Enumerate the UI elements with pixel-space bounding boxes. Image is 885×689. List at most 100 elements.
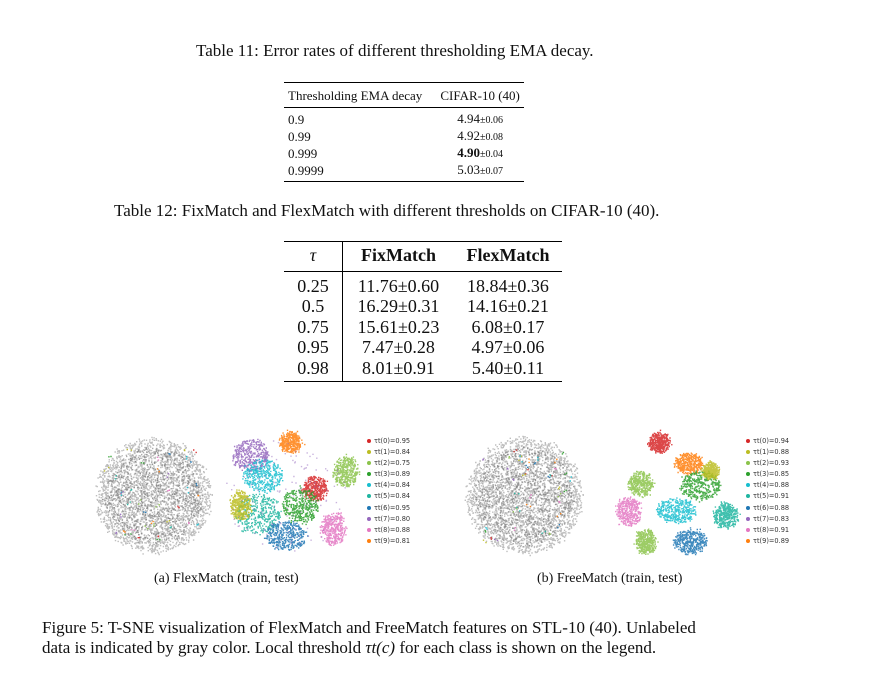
figure-caption-line-1: Figure 5: T-SNE visualization of FlexMat… <box>42 618 696 637</box>
legend-entry: τt(9)=0.89 <box>746 536 789 547</box>
decay-cell: 0.999 <box>288 146 318 161</box>
freematch-test-tsne <box>615 429 741 556</box>
table-12-row: 0.95 7.47±0.28 4.97±0.06 <box>284 337 562 358</box>
legend-marker <box>746 505 750 510</box>
table-12-header-fixmatch: FixMatch <box>342 241 454 272</box>
legend-marker <box>367 538 371 543</box>
table-11-caption: Table 11: Error rates of different thres… <box>196 41 594 60</box>
flexmatch-cell: 5.40±0.11 <box>454 357 562 382</box>
legend-entry: τt(8)=0.91 <box>746 525 789 536</box>
legend-marker <box>746 538 750 543</box>
tau-cell: 0.5 <box>284 296 343 317</box>
legend-label: τt(3)=0.89 <box>374 470 411 479</box>
tau-cell: 0.95 <box>284 337 343 358</box>
table-12: τ FixMatch FlexMatch 0.25 11.76±0.60 18.84… <box>284 241 562 382</box>
tau-cell: 0.25 <box>284 271 343 296</box>
legend-label: τt(0)=0.94 <box>753 437 790 445</box>
legend-label: τt(7)=0.80 <box>374 514 411 523</box>
error-value: 4.90 <box>457 145 480 160</box>
legend-entry: τt(4)=0.88 <box>746 480 789 491</box>
table-12-header-flexmatch: FlexMatch <box>454 241 562 272</box>
legend-entry: τt(5)=0.84 <box>367 491 410 502</box>
legend-label: τt(7)=0.83 <box>753 514 790 523</box>
legend-label: τt(2)=0.75 <box>374 459 411 468</box>
decay-cell: 0.9999 <box>284 162 427 182</box>
legend-marker <box>746 516 750 521</box>
legend-label: τt(0)=0.95 <box>374 437 411 445</box>
error-value: 4.92 <box>457 128 480 143</box>
error-value: 5.03 <box>457 162 480 177</box>
figure-5-caption: Figure 5: T-SNE visualization of FlexMat… <box>42 618 832 658</box>
table-11-row: 0.9999 5.03±0.07 <box>284 162 524 182</box>
figure-caption-line-2: data is indicated by gray color. Local t… <box>42 638 832 658</box>
legend-label: τt(9)=0.81 <box>374 536 411 545</box>
legend-label: τt(3)=0.85 <box>753 470 790 479</box>
legend-marker <box>367 516 371 521</box>
error-std: ±0.06 <box>479 115 503 126</box>
tau-cell: 0.75 <box>284 316 343 337</box>
fixmatch-cell: 11.76±0.60 <box>357 275 440 296</box>
fixmatch-cell: 16.29±0.31 <box>357 296 440 316</box>
tsne-figure <box>95 429 741 557</box>
legend-label: τt(5)=0.91 <box>753 492 790 501</box>
error-cell: 4.94±0.06 <box>426 108 524 129</box>
legend-label: τt(6)=0.88 <box>753 503 790 512</box>
legend-entry: τt(2)=0.75 <box>367 458 410 469</box>
error-value: 4.94 <box>457 111 480 126</box>
table-11-header-decay: Thresholding EMA decay <box>284 82 427 108</box>
decay-cell: 0.99 <box>288 129 311 144</box>
legend-label: τt(4)=0.88 <box>753 481 790 490</box>
legend-entry: τt(8)=0.88 <box>367 525 410 536</box>
legend-label: τt(8)=0.91 <box>753 525 790 534</box>
freematch-train-tsne <box>464 435 584 557</box>
tau-cell: 0.98 <box>284 357 343 382</box>
legend-marker <box>367 472 371 477</box>
legend-marker <box>367 494 371 499</box>
threshold-math: τt(c) <box>365 638 396 657</box>
legend-marker <box>746 439 750 443</box>
flexmatch-legend: τt(0)=0.95 τt(1)=0.84 τt(2)=0.75 τt(3)=0.89… <box>367 436 410 547</box>
legend-label: τt(5)=0.84 <box>374 492 411 501</box>
decay-cell: 0.9 <box>288 112 305 127</box>
figure-caption-text: data is indicated by gray color. Local t… <box>42 638 366 657</box>
error-std: ±0.07 <box>479 166 503 177</box>
error-cell: 5.03±0.07 <box>426 162 524 182</box>
table-12-row: 0.5 16.29±0.31 14.16±0.21 <box>284 296 562 317</box>
flexmatch-cell: 14.16±0.21 <box>467 296 549 316</box>
legend-entry: τt(0)=0.94 <box>746 436 789 447</box>
legend-marker <box>746 472 750 477</box>
table-11: Thresholding EMA decay CIFAR-10 (40) 0.9… <box>284 82 524 182</box>
legend-label: τt(8)=0.88 <box>374 525 411 534</box>
legend-marker <box>746 450 750 455</box>
error-cell: 4.90±0.04 <box>426 145 524 162</box>
table-12-row: 0.98 8.01±0.91 5.40±0.11 <box>284 357 562 382</box>
legend-marker <box>746 494 750 499</box>
legend-entry: τt(1)=0.88 <box>746 447 789 458</box>
legend-marker <box>746 461 750 466</box>
subfigure-a-caption: (a) FlexMatch (train, test) <box>154 571 299 586</box>
legend-entry: τt(3)=0.89 <box>367 469 410 480</box>
legend-marker <box>367 483 371 488</box>
legend-marker <box>367 450 371 455</box>
legend-label: τt(2)=0.93 <box>753 459 790 468</box>
flexmatch-cell: 4.97±0.06 <box>471 337 545 357</box>
legend-entry: τt(2)=0.93 <box>746 458 789 469</box>
legend-entry: τt(6)=0.95 <box>367 503 410 514</box>
legend-label: τt(1)=0.88 <box>753 448 790 457</box>
table-11-row: 0.99 4.92±0.08 <box>284 128 524 145</box>
table-12-header-tau: τ <box>284 241 343 272</box>
table-12-caption: Table 12: FixMatch and FlexMatch with di… <box>114 201 660 220</box>
flexmatch-train-tsne <box>95 436 213 556</box>
table-11-row: 0.9 4.94±0.06 <box>284 108 524 129</box>
legend-label: τt(6)=0.95 <box>374 503 411 512</box>
error-std: ±0.04 <box>479 149 503 160</box>
subfigure-b-caption: (b) FreeMatch (train, test) <box>537 571 683 586</box>
table-12-row: 0.75 15.61±0.23 6.08±0.17 <box>284 316 562 337</box>
fixmatch-cell: 7.47±0.28 <box>362 337 435 357</box>
legend-entry: τt(1)=0.84 <box>367 447 410 458</box>
flexmatch-cell: 6.08±0.17 <box>471 316 545 337</box>
fixmatch-cell: 8.01±0.91 <box>342 357 454 382</box>
legend-entry: τt(3)=0.85 <box>746 469 789 480</box>
legend-marker <box>746 527 750 532</box>
table-11-header-cifar: CIFAR-10 (40) <box>426 82 524 108</box>
